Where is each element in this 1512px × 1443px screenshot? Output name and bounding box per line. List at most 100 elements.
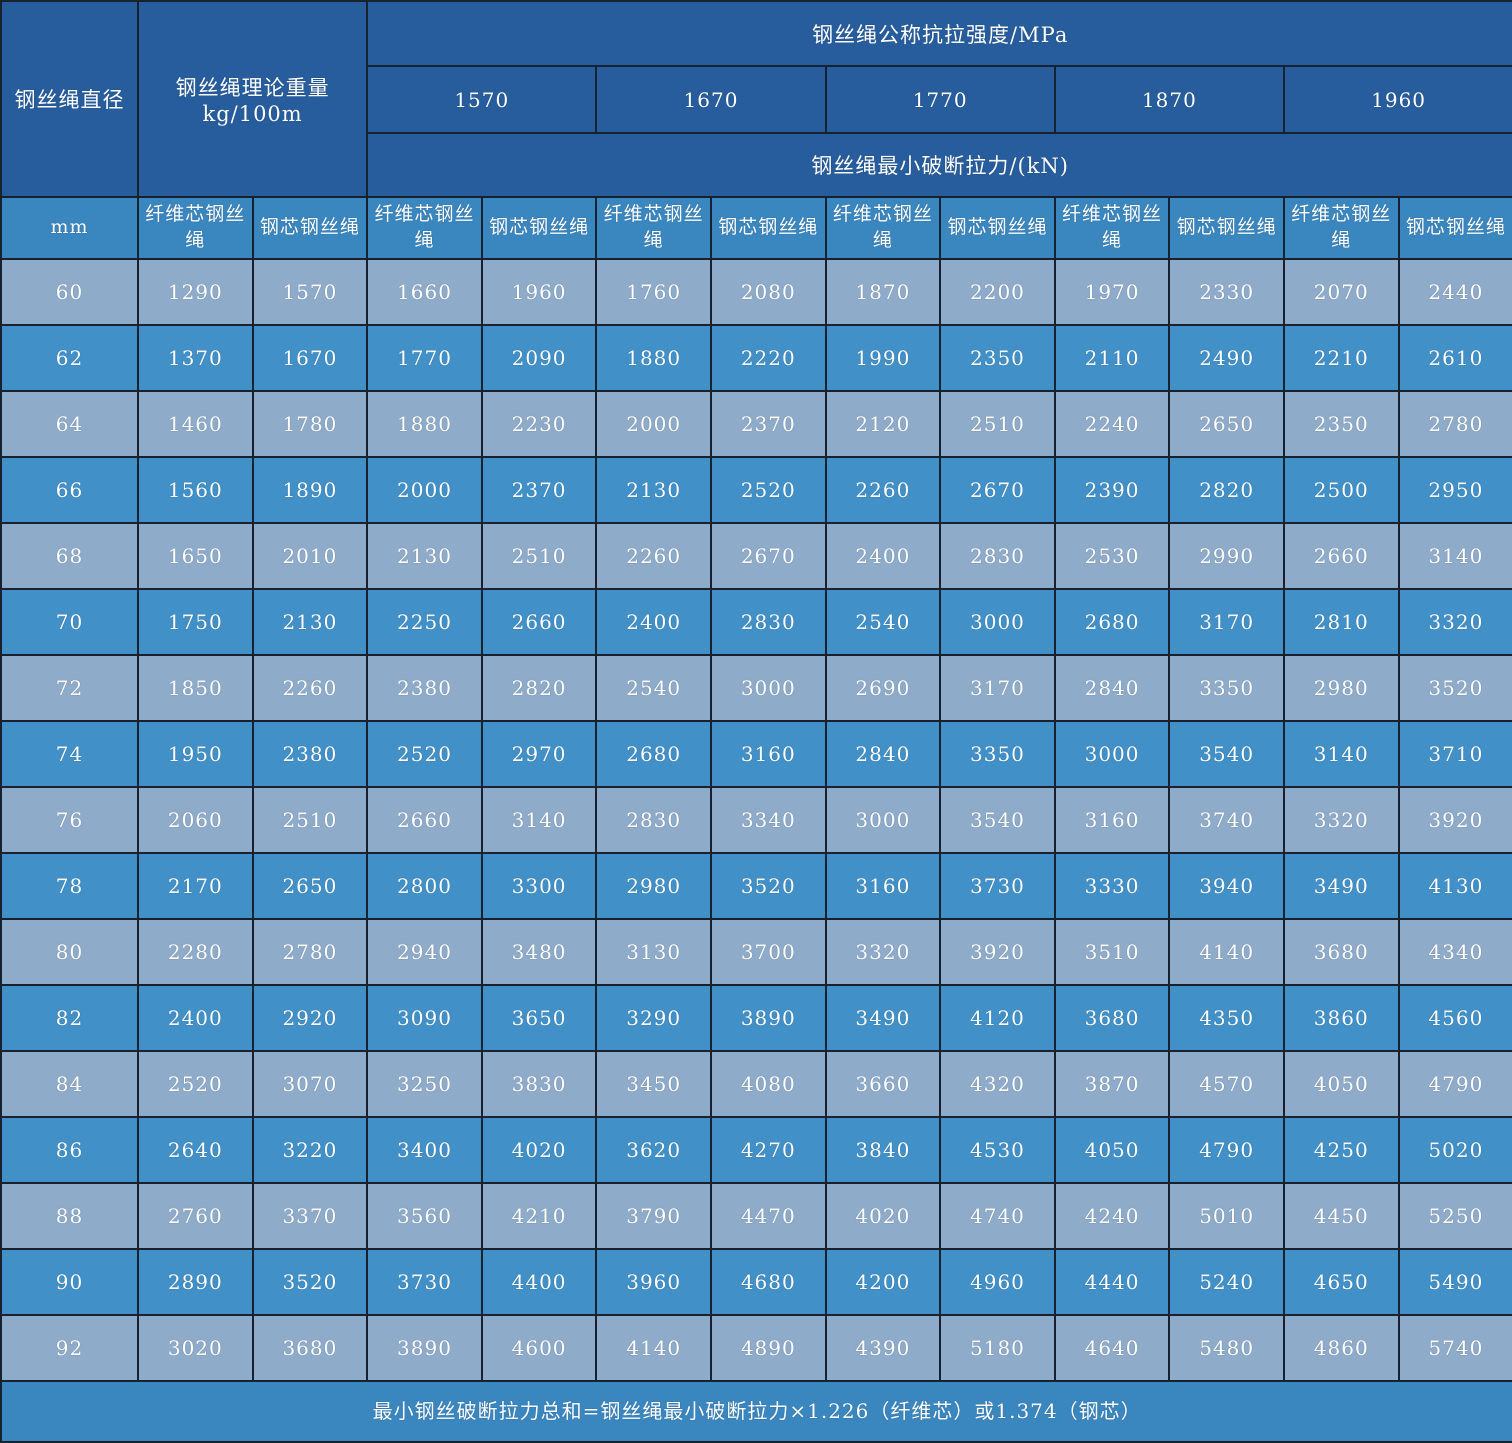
diameter-unit-cell: mm	[0, 196, 139, 260]
value-cell: 4890	[709, 1314, 827, 1382]
value-cell: 2940	[366, 918, 483, 986]
value-cell: 1990	[824, 324, 942, 392]
value-cell: 4240	[1053, 1182, 1171, 1250]
value-cell: 1950	[137, 720, 254, 788]
value-cell: 3920	[939, 918, 1056, 986]
value-cell: 2830	[709, 588, 827, 656]
value-cell: 3000	[824, 786, 942, 854]
core-type-fiber-cell: 纤维芯钢丝绳	[595, 196, 712, 260]
value-cell: 2510	[480, 522, 598, 590]
table-row: 72 1850 2260 2380 2820 2540 3000 2690 3170 2840 33…	[0, 654, 1512, 722]
weight-header-cell: 钢丝绳理论重量 kg/100m	[136, 0, 369, 198]
value-cell: 3480	[480, 918, 598, 986]
value-cell: 3680	[251, 1314, 369, 1382]
value-cell: 4050	[1053, 1116, 1171, 1184]
value-cell: 3680	[1282, 918, 1400, 986]
value-cell: 2130	[366, 522, 483, 590]
value-cell: 2820	[480, 654, 598, 722]
value-cell: 1890	[251, 456, 369, 524]
diameter-cell: 88	[0, 1182, 139, 1250]
diameter-cell: 92	[0, 1314, 139, 1382]
value-cell: 2650	[251, 852, 369, 920]
table-row: 76 2060 2510 2660 3140 2830 3340 3000 3540 3160 37…	[0, 786, 1512, 854]
value-cell: 4210	[480, 1182, 598, 1250]
value-cell: 5740	[1397, 1314, 1512, 1382]
value-cell: 3730	[939, 852, 1056, 920]
header-row-core-types: mm 纤维芯钢丝绳 钢芯钢丝绳 纤维芯钢丝绳 钢芯钢丝绳 纤维芯钢丝绳 钢芯钢丝…	[0, 196, 1512, 260]
value-cell: 2370	[480, 456, 598, 524]
value-cell: 4450	[1282, 1182, 1400, 1250]
value-cell: 2090	[480, 324, 598, 392]
value-cell: 2980	[595, 852, 712, 920]
diameter-cell: 70	[0, 588, 139, 656]
value-cell: 4790	[1397, 1050, 1512, 1118]
value-cell: 2680	[1053, 588, 1171, 656]
diameter-cell: 62	[0, 324, 139, 392]
value-cell: 2780	[1397, 390, 1512, 458]
value-cell: 5010	[1168, 1182, 1285, 1250]
diameter-cell: 82	[0, 984, 139, 1052]
value-cell: 2000	[595, 390, 712, 458]
value-cell: 3160	[709, 720, 827, 788]
value-cell: 3860	[1282, 984, 1400, 1052]
footer-note: 最小钢丝破断拉力总和=钢丝绳最小破断拉力×1.226（纤维芯）或1.374（钢芯…	[0, 1380, 1512, 1443]
diameter-cell: 60	[0, 258, 139, 326]
value-cell: 2610	[1397, 324, 1512, 392]
tensile-strength-header-cell: 钢丝绳公称抗拉强度/MPa	[366, 0, 1512, 67]
value-cell: 2510	[939, 390, 1056, 458]
value-cell: 2200	[939, 258, 1056, 326]
core-type-fiber-cell: 纤维芯钢丝绳	[1282, 196, 1400, 260]
value-cell: 2130	[595, 456, 712, 524]
value-cell: 4600	[480, 1314, 598, 1382]
value-cell: 2000	[366, 456, 483, 524]
value-cell: 1560	[137, 456, 254, 524]
table-row: 66 1560 1890 2000 2370 2130 2520 2260 2670 2390 28…	[0, 456, 1512, 524]
value-cell: 1290	[137, 258, 254, 326]
value-cell: 2240	[1053, 390, 1171, 458]
diameter-cell: 72	[0, 654, 139, 722]
value-cell: 2970	[480, 720, 598, 788]
value-cell: 3520	[1397, 654, 1512, 722]
value-cell: 5480	[1168, 1314, 1285, 1382]
value-cell: 2690	[824, 654, 942, 722]
value-cell: 2920	[251, 984, 369, 1052]
value-cell: 3940	[1168, 852, 1285, 920]
value-cell: 2490	[1168, 324, 1285, 392]
value-cell: 2260	[824, 456, 942, 524]
value-cell: 3490	[824, 984, 942, 1052]
value-cell: 3000	[709, 654, 827, 722]
value-cell: 2540	[824, 588, 942, 656]
value-cell: 4130	[1397, 852, 1512, 920]
value-cell: 4120	[939, 984, 1056, 1052]
table-body: 60 1290 1570 1660 1960 1760 2080 1870 2200 1970 23…	[0, 258, 1512, 1382]
value-cell: 1570	[251, 258, 369, 326]
value-cell: 4390	[824, 1314, 942, 1382]
table-row: 90 2890 3520 3730 4400 3960 4680 4200 4960 4440 52…	[0, 1248, 1512, 1316]
value-cell: 3680	[1053, 984, 1171, 1052]
value-cell: 2890	[137, 1248, 254, 1316]
value-cell: 2670	[709, 522, 827, 590]
value-cell: 4560	[1397, 984, 1512, 1052]
value-cell: 5180	[939, 1314, 1056, 1382]
value-cell: 2230	[480, 390, 598, 458]
value-cell: 2400	[595, 588, 712, 656]
value-cell: 1660	[366, 258, 483, 326]
value-cell: 3510	[1053, 918, 1171, 986]
core-type-fiber-cell: 纤维芯钢丝绳	[137, 196, 254, 260]
value-cell: 4140	[1168, 918, 1285, 986]
value-cell: 1870	[824, 258, 942, 326]
value-cell: 3520	[251, 1248, 369, 1316]
diameter-cell: 78	[0, 852, 139, 920]
value-cell: 3070	[251, 1050, 369, 1118]
value-cell: 2370	[709, 390, 827, 458]
value-cell: 3650	[480, 984, 598, 1052]
value-cell: 4440	[1053, 1248, 1171, 1316]
value-cell: 2820	[1168, 456, 1285, 524]
diameter-cell: 80	[0, 918, 139, 986]
value-cell: 3660	[824, 1050, 942, 1118]
value-cell: 2830	[939, 522, 1056, 590]
value-cell: 2520	[137, 1050, 254, 1118]
value-cell: 3890	[366, 1314, 483, 1382]
value-cell: 2980	[1282, 654, 1400, 722]
